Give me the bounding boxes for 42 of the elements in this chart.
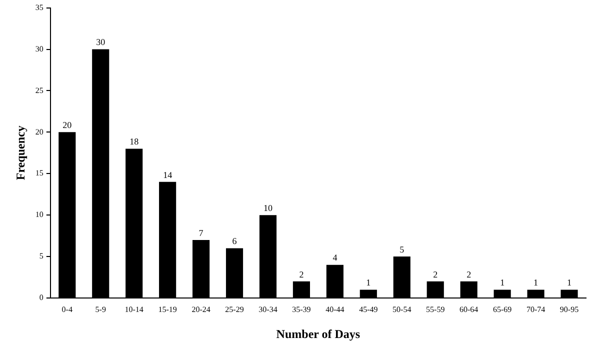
data-label: 1 — [567, 278, 572, 288]
y-tick-label: 10 — [35, 210, 44, 220]
y-tick-label: 20 — [35, 127, 44, 136]
x-tick-label: 20-24 — [192, 304, 210, 314]
y-tick-label: 30 — [35, 44, 44, 54]
x-tick-label: 0-4 — [62, 304, 72, 314]
data-label: 7 — [198, 228, 204, 238]
y-axis-title: Frequency — [13, 126, 28, 180]
data-label: 20 — [62, 120, 72, 130]
y-tick-label: 25 — [35, 86, 44, 95]
data-label: 30 — [96, 37, 106, 48]
x-tick-label: 70-74 — [526, 304, 546, 314]
x-tick-label: 15-19 — [158, 304, 177, 314]
y-tick-label: 5 — [39, 252, 44, 261]
y-tick-label: 35 — [35, 2, 44, 12]
data-label: 2 — [466, 269, 472, 280]
data-label: 6 — [232, 236, 238, 246]
x-axis-title: Number of Days — [276, 326, 360, 341]
x-tick-label: 30-34 — [258, 304, 278, 314]
data-label: 2 — [433, 269, 438, 280]
data-label: 1 — [534, 278, 538, 288]
data-label: 10 — [263, 202, 273, 213]
y-tick-label: 0 — [39, 293, 44, 302]
x-tick-label: 35-39 — [292, 304, 311, 314]
x-tick-label: 45-49 — [359, 304, 378, 314]
data-label: 1 — [366, 278, 371, 288]
x-tick-label: 60-64 — [460, 304, 478, 314]
x-tick-label: 90-95 — [560, 304, 579, 314]
data-label: 2 — [299, 269, 304, 280]
x-tick-label: 10-14 — [124, 304, 144, 314]
data-label: 5 — [400, 244, 405, 254]
x-tick-label: 65-69 — [492, 304, 512, 314]
x-tick-label: 50-54 — [392, 304, 412, 314]
x-tick-label: 55-59 — [426, 304, 445, 314]
data-label: 4 — [332, 252, 338, 263]
data-label: 18 — [130, 136, 140, 147]
x-tick-label: 40-44 — [326, 304, 344, 314]
data-label: 1 — [500, 278, 505, 288]
y-tick-label: 15 — [35, 168, 44, 178]
x-tick-label: 5-9 — [95, 304, 106, 314]
data-label: 14 — [163, 170, 173, 180]
x-tick-label: 25-29 — [225, 304, 244, 314]
